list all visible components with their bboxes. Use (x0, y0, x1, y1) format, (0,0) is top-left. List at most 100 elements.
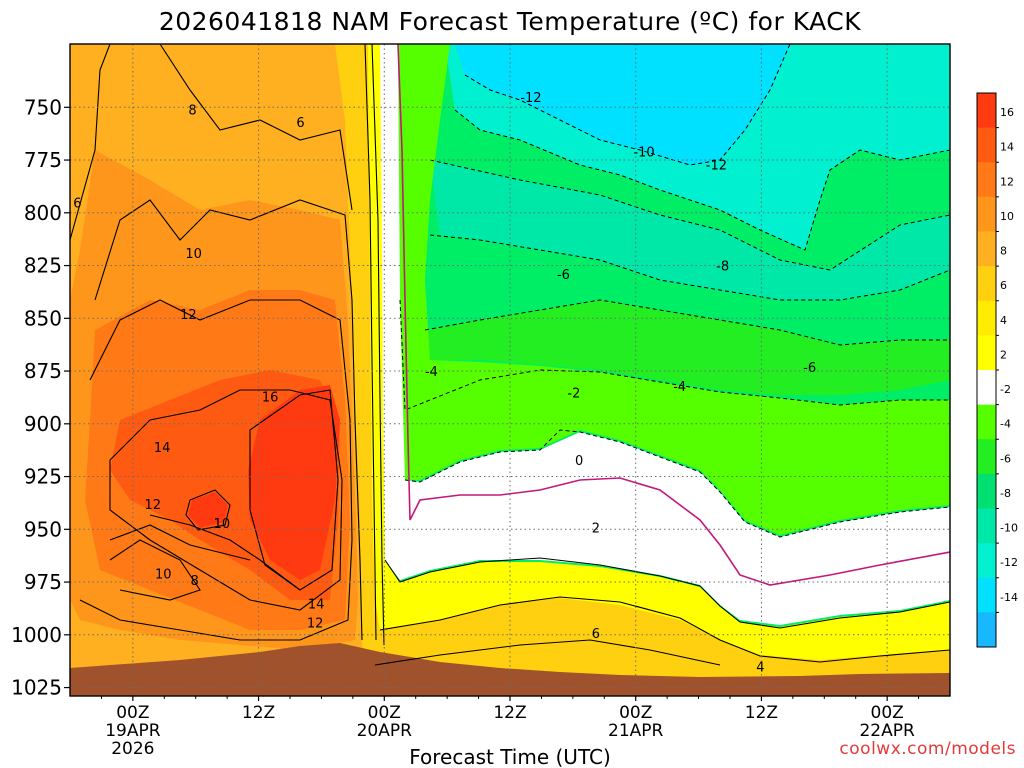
contour-label: 2 (592, 521, 600, 536)
contour-6 (70, 44, 111, 241)
fill-warm-16b (188, 492, 228, 528)
contour-m2 (404, 429, 950, 538)
y-tick-label: 975 (24, 570, 62, 594)
colorbar-swatch (977, 335, 996, 371)
fill-warm-16 (248, 385, 340, 580)
contour-8c (109, 539, 201, 601)
contour-4 (379, 596, 950, 663)
x-tick-year: 2026 (111, 739, 154, 759)
contour-lines-negative (399, 44, 950, 538)
colorbar-label: 8 (1000, 245, 1007, 258)
contour-label: -4 (425, 365, 438, 380)
colorbar-label: -10 (1000, 522, 1018, 535)
contour-ridge1 (364, 44, 377, 641)
colorbar-label: 16 (1000, 106, 1014, 119)
contour-14 (249, 389, 339, 591)
colorbar-swatch (977, 543, 996, 579)
contour-8a (94, 199, 363, 641)
colorbar-label: 10 (1000, 210, 1014, 223)
colorbar-swatch (977, 577, 996, 613)
colorbar-swatch (977, 508, 996, 544)
contour-2 (384, 557, 950, 629)
contour-12 (109, 389, 343, 611)
colorbar-swatch (977, 404, 996, 440)
contour-lines (70, 44, 950, 666)
x-tick-label: 00Z (368, 703, 401, 723)
contour-ridge2 (371, 44, 385, 646)
colorbar-label: -6 (1000, 452, 1011, 465)
contour-label: -4 (673, 380, 686, 395)
contour-label: 16 (262, 390, 279, 405)
x-axis-title: Forecast Time (UTC) (409, 745, 611, 768)
fill-minus-10-band (430, 160, 950, 300)
colorbar-label: 14 (1000, 141, 1014, 154)
y-tick-label: 1000 (11, 623, 62, 647)
colorbar-swatch (977, 266, 996, 302)
contour-label: 6 (73, 196, 81, 211)
contour-6b (374, 639, 721, 666)
contour-label: 8 (191, 574, 199, 589)
colorbar-label: 4 (1000, 314, 1007, 327)
contour-label: 4 (756, 661, 764, 676)
contour-14b (185, 489, 231, 531)
x-tick-date: 19APR (105, 721, 161, 741)
contour-label: -6 (803, 361, 816, 376)
colorbar-label: -8 (1000, 487, 1011, 500)
colorbar-frame (976, 92, 997, 648)
colorbar-swatch (977, 196, 996, 232)
contour-label: 14 (308, 597, 325, 612)
y-tick-label: 1025 (11, 676, 62, 700)
contour-label: 12 (180, 308, 197, 323)
colorbar-label: 6 (1000, 279, 1007, 292)
fill-near-zero (378, 44, 950, 625)
contour-label: -12 (520, 91, 541, 106)
x-tick-label: 12Z (493, 703, 526, 723)
y-tick-label: 900 (24, 412, 62, 436)
colorbar-swatch (977, 127, 996, 163)
fill-minus-14 (455, 44, 790, 165)
contour-label: 12 (307, 616, 324, 631)
colorbar-swatch (977, 231, 996, 267)
fill-minus-4-band (398, 44, 950, 535)
fill-plus-6-band (330, 44, 950, 696)
contour-m12 (454, 109, 950, 251)
colorbar-swatch (977, 300, 996, 336)
contour-label: 8 (188, 104, 196, 119)
contour-label: 10 (214, 517, 231, 532)
y-tick-label: 800 (24, 201, 62, 225)
x-tick-label: 00Z (871, 703, 904, 723)
contour-label: -10 (633, 146, 654, 161)
colorbar-swatch (977, 439, 996, 475)
colorbar-swatch (977, 612, 996, 648)
y-tick-label: 850 (24, 306, 62, 330)
colorbar-label: -14 (1000, 591, 1018, 604)
colorbar-swatch (977, 93, 996, 129)
credit-text: coolwx.com/models (839, 739, 1016, 759)
colorbar-label: 12 (1000, 175, 1014, 188)
contour-label: -8 (716, 260, 729, 275)
x-tick-label: 12Z (745, 703, 778, 723)
x-tick-date: 20APR (357, 721, 413, 741)
contour-m14 (464, 44, 791, 166)
contour-10 (79, 299, 353, 641)
contour-label: 14 (154, 441, 171, 456)
colorbar-swatch (977, 473, 996, 509)
plot-grid (70, 44, 950, 696)
contour-label: -12 (706, 158, 727, 173)
contour-m10 (429, 159, 950, 271)
contour-10b (109, 524, 251, 561)
contour-label: -2 (567, 386, 580, 401)
colorbar-label: -4 (1000, 418, 1011, 431)
y-axis: 750 775 800 825 850 875 900 925 950 975 1000 1025 (11, 95, 70, 700)
colorbar-label: -2 (1000, 383, 1011, 396)
y-tick-label: 875 (24, 359, 62, 383)
contour-zero (397, 44, 950, 586)
x-tick-label: 00Z (619, 703, 652, 723)
contour-label: 0 (575, 454, 583, 469)
y-tick-label: 925 (24, 465, 62, 489)
colorbar-swatch (977, 370, 996, 406)
contour-8b (159, 44, 353, 211)
contour-label: 10 (185, 247, 202, 262)
chart-title: 2026041818 NAM Forecast Temperature (ºC)… (159, 7, 861, 36)
